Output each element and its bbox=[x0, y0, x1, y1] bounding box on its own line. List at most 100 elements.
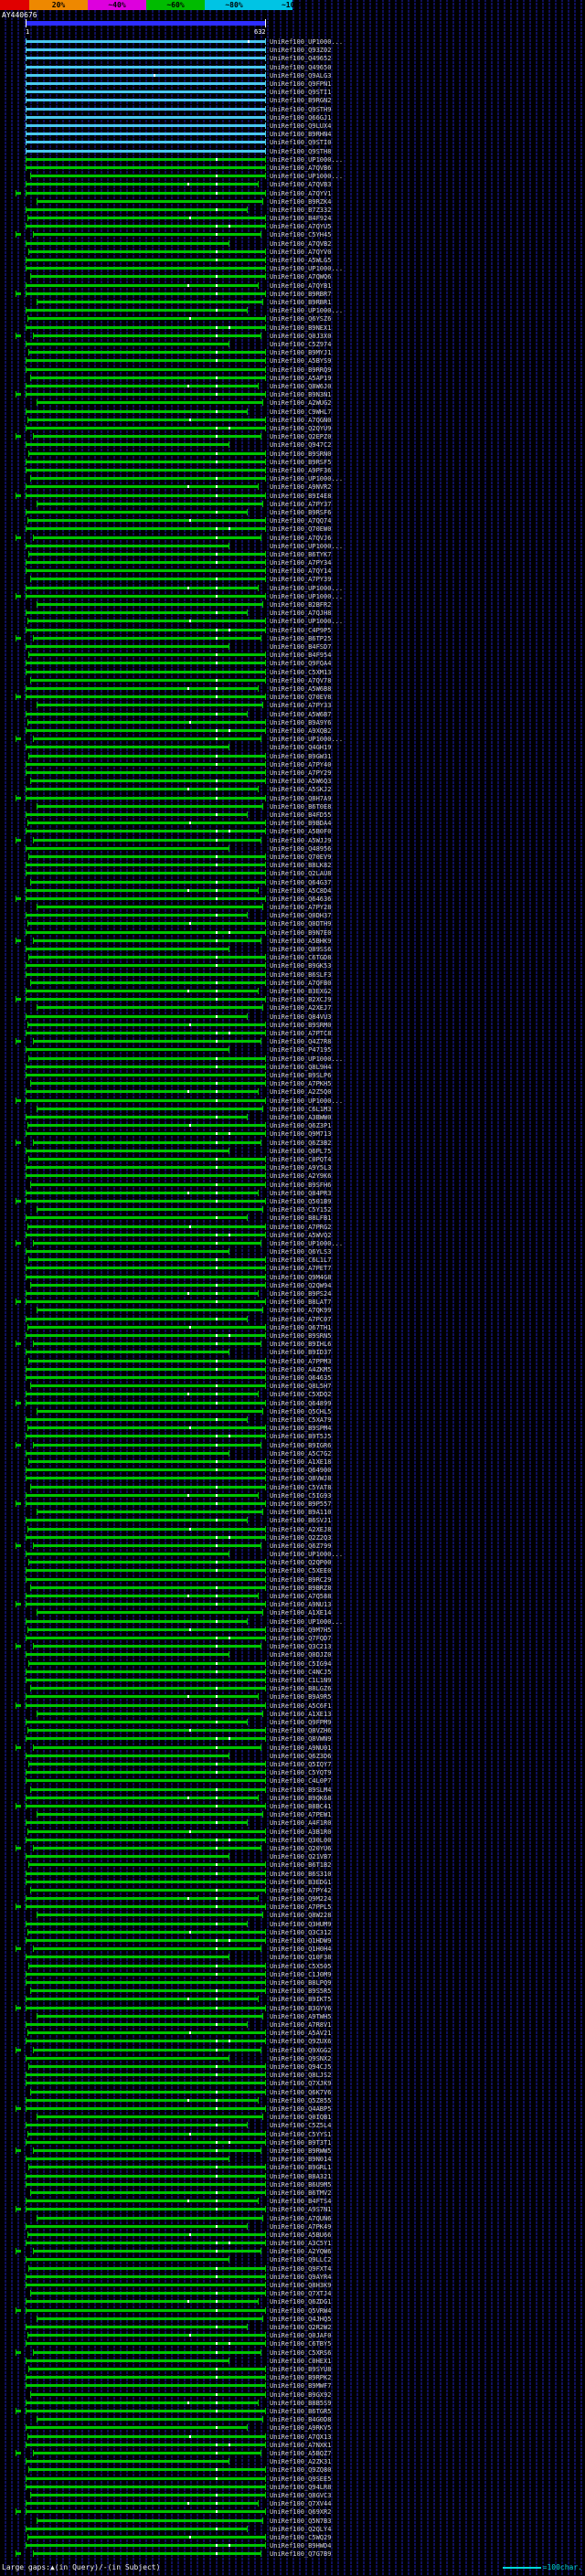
hit-bar[interactable] bbox=[30, 1485, 266, 1489]
hit-label[interactable]: UniRef100_UP1000... bbox=[270, 542, 344, 550]
hit-bar[interactable] bbox=[37, 804, 263, 808]
hit-bar[interactable] bbox=[26, 510, 248, 514]
hit-label[interactable]: UniRef100_B9RGN2 bbox=[270, 97, 332, 105]
hit-bar[interactable] bbox=[26, 2242, 266, 2245]
hit-bar[interactable] bbox=[30, 2090, 266, 2094]
hit-bar[interactable] bbox=[26, 1804, 266, 1807]
hit-label[interactable]: UniRef100_C5Y152 bbox=[270, 1206, 332, 1214]
hit-label[interactable]: UniRef100_UP1000... bbox=[270, 584, 344, 592]
hit-bar[interactable] bbox=[26, 157, 266, 161]
hit-bar[interactable] bbox=[33, 2148, 261, 2152]
hit-bar[interactable] bbox=[30, 1585, 266, 1589]
hit-bar[interactable] bbox=[26, 864, 266, 867]
hit-label[interactable]: UniRef100_Q4ABP5 bbox=[270, 2104, 332, 2113]
hit-label[interactable]: UniRef100_A7PY42 bbox=[270, 1886, 332, 1894]
hit-label[interactable]: UniRef100_Q89SS6 bbox=[270, 946, 332, 954]
hit-label[interactable]: UniRef100_Q0DJZ0 bbox=[270, 1651, 332, 1659]
hit-label[interactable]: UniRef100_Q9SEE5 bbox=[270, 2475, 332, 2483]
hit-bar[interactable] bbox=[26, 1670, 266, 1673]
hit-label[interactable]: UniRef100_Q9LLC2 bbox=[270, 2256, 332, 2264]
hit-label[interactable]: UniRef100_Q6YSZ6 bbox=[270, 315, 332, 323]
hit-label[interactable]: UniRef100_Q8L5H7 bbox=[270, 1383, 332, 1391]
hit-bar[interactable] bbox=[30, 880, 266, 884]
hit-label[interactable]: UniRef100_UP1000... bbox=[270, 265, 344, 273]
hit-label[interactable]: UniRef100_B8LAT7 bbox=[270, 1299, 332, 1307]
hit-label[interactable]: UniRef100_Q7FQD7 bbox=[270, 1635, 332, 1643]
hit-label[interactable]: UniRef100_Q84VU3 bbox=[270, 1012, 332, 1021]
hit-bar[interactable] bbox=[26, 569, 266, 573]
hit-label[interactable]: UniRef100_Q9M7H5 bbox=[270, 1626, 332, 1634]
hit-label[interactable]: UniRef100_Q64899 bbox=[270, 1399, 332, 1407]
hit-label[interactable]: UniRef100_Q8VWJ8 bbox=[270, 1475, 332, 1483]
hit-label[interactable]: UniRef100_Q64G37 bbox=[270, 878, 332, 886]
hit-bar[interactable] bbox=[33, 1140, 261, 1144]
hit-bar[interactable] bbox=[26, 123, 266, 127]
hit-bar[interactable] bbox=[26, 527, 266, 531]
hit-label[interactable]: UniRef100_Q5IQY7 bbox=[270, 1760, 332, 1768]
hit-label[interactable]: UniRef100_B2XCJ9 bbox=[270, 996, 332, 1004]
hit-bar[interactable] bbox=[26, 846, 229, 850]
hit-label[interactable]: UniRef100_B9IKT5 bbox=[270, 1996, 332, 2004]
hit-label[interactable]: UniRef100_C6L1L7 bbox=[270, 1256, 332, 1265]
hit-bar[interactable] bbox=[26, 695, 266, 699]
hit-label[interactable]: UniRef100_Q66GJ1 bbox=[270, 113, 332, 122]
hit-bar[interactable] bbox=[26, 812, 248, 816]
hit-label[interactable]: UniRef100_A2Z5Q0 bbox=[270, 1088, 332, 1097]
hit-bar[interactable] bbox=[26, 1595, 259, 1598]
hit-label[interactable]: UniRef100_Q0DH37 bbox=[270, 912, 332, 920]
hit-bar[interactable] bbox=[26, 1998, 259, 2001]
hit-label[interactable]: UniRef100_B4FSD7 bbox=[270, 643, 332, 652]
hit-bar[interactable] bbox=[27, 418, 266, 421]
hit-bar[interactable] bbox=[26, 2359, 229, 2362]
hit-bar[interactable] bbox=[27, 2434, 266, 2438]
hit-label[interactable]: UniRef100_B9IHL6 bbox=[270, 1341, 332, 1349]
hit-bar[interactable] bbox=[26, 2056, 229, 2060]
hit-label[interactable]: UniRef100_A7QVJ6 bbox=[270, 534, 332, 542]
hit-bar[interactable] bbox=[26, 972, 266, 976]
hit-bar[interactable] bbox=[33, 737, 261, 741]
hit-label[interactable]: UniRef100_B9A9Y6 bbox=[270, 718, 332, 726]
hit-bar[interactable] bbox=[37, 1309, 263, 1312]
hit-label[interactable]: UniRef100_Q9FPM9 bbox=[270, 1719, 332, 1726]
hit-label[interactable]: UniRef100_B6TMV2 bbox=[270, 2189, 332, 2197]
hit-bar[interactable] bbox=[26, 2082, 266, 2085]
hit-label[interactable]: UniRef100_A4ZKM5 bbox=[270, 1365, 332, 1373]
hit-label[interactable]: UniRef100_A5AP19 bbox=[270, 374, 332, 382]
hit-label[interactable]: UniRef100_A3C5Y1 bbox=[270, 2240, 332, 2248]
hit-bar[interactable] bbox=[26, 1367, 266, 1371]
hit-bar[interactable] bbox=[28, 552, 266, 556]
hit-label[interactable]: UniRef100_Q30L00 bbox=[270, 1836, 332, 1844]
hit-label[interactable]: UniRef100_A7PY28 bbox=[270, 904, 332, 912]
hit-label[interactable]: UniRef100_A5WLG5 bbox=[270, 257, 332, 265]
hit-label[interactable]: UniRef100_B9N7E0 bbox=[270, 928, 332, 937]
hit-label[interactable]: UniRef100_A2ZK31 bbox=[270, 2458, 332, 2466]
hit-bar[interactable] bbox=[26, 2006, 266, 2009]
hit-label[interactable]: UniRef100_B9GRL1 bbox=[270, 2164, 332, 2172]
hit-label[interactable]: UniRef100_Q8VZH6 bbox=[270, 1727, 332, 1735]
hit-label[interactable]: UniRef100_A2YQW6 bbox=[270, 2248, 332, 2256]
hit-bar[interactable] bbox=[26, 1199, 266, 1203]
hit-bar[interactable] bbox=[26, 1972, 266, 1976]
hit-bar[interactable] bbox=[26, 385, 259, 387]
hit-bar[interactable] bbox=[33, 1342, 261, 1346]
hit-label[interactable]: UniRef100_C5YQT9 bbox=[270, 1769, 332, 1777]
hit-bar[interactable] bbox=[26, 48, 266, 52]
hit-label[interactable]: UniRef100_C5Z974 bbox=[270, 341, 332, 349]
hit-label[interactable]: UniRef100_Q0JAF0 bbox=[270, 2332, 332, 2340]
hit-label[interactable]: UniRef100_B9RSF6 bbox=[270, 508, 332, 516]
hit-label[interactable]: UniRef100_Q9FPN1 bbox=[270, 80, 332, 88]
hit-label[interactable]: UniRef100_C4L0P7 bbox=[270, 1777, 332, 1786]
hit-bar[interactable] bbox=[37, 401, 263, 405]
hit-label[interactable]: UniRef100_B8LK82 bbox=[270, 862, 332, 870]
hit-bar[interactable] bbox=[37, 2418, 263, 2422]
hit-label[interactable]: UniRef100_B9RHN4 bbox=[270, 131, 332, 139]
hit-bar[interactable] bbox=[37, 906, 263, 909]
hit-label[interactable]: UniRef100_A7QYV1 bbox=[270, 189, 332, 197]
hit-label[interactable]: UniRef100_B6TGR5 bbox=[270, 2407, 332, 2415]
hit-bar[interactable] bbox=[37, 2115, 263, 2119]
hit-label[interactable]: UniRef100_UP1000... bbox=[270, 475, 344, 483]
hit-bar[interactable] bbox=[26, 2460, 229, 2464]
hit-bar[interactable] bbox=[26, 1334, 266, 1338]
hit-label[interactable]: UniRef100_Q6Z3D6 bbox=[270, 1752, 332, 1760]
hit-bar[interactable] bbox=[26, 292, 266, 295]
